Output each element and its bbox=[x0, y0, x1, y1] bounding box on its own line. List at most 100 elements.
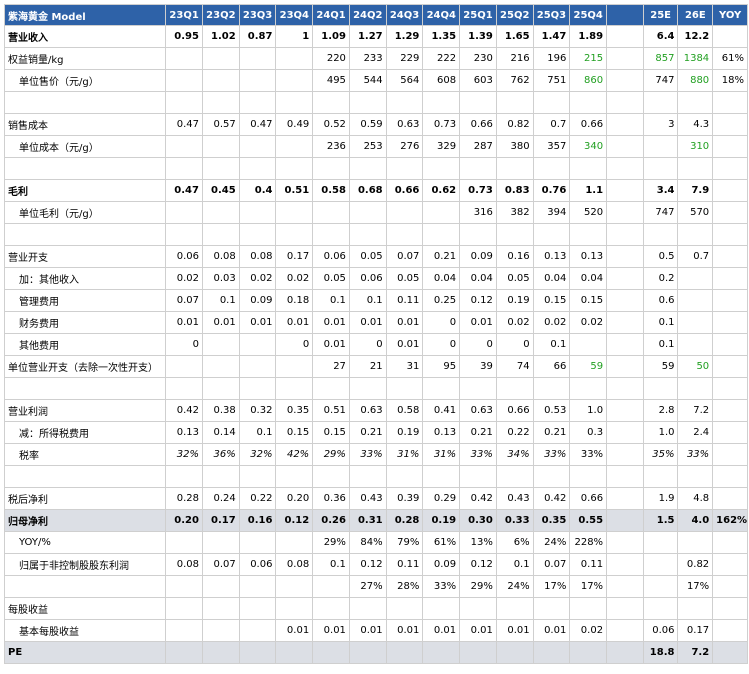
quarter-value-cell bbox=[201, 333, 240, 356]
quarter-value-cell bbox=[385, 201, 424, 224]
quarter-value-cell bbox=[275, 69, 314, 92]
period-header: 23Q3 bbox=[238, 4, 277, 26]
quarter-value-cell bbox=[348, 201, 387, 224]
quarter-value-cell: 0.08 bbox=[165, 553, 203, 576]
spacer-cell bbox=[606, 179, 644, 202]
yoy-cell bbox=[712, 355, 748, 378]
quarter-value-cell: 0.12 bbox=[275, 509, 314, 532]
quarter-value-cell: 1.89 bbox=[569, 25, 608, 48]
quarter-value-cell bbox=[238, 157, 277, 180]
quarter-value-cell bbox=[385, 157, 424, 180]
annual-value-cell: 880 bbox=[677, 69, 714, 92]
yoy-cell bbox=[712, 465, 748, 488]
quarter-value-cell: 0.06 bbox=[238, 553, 277, 576]
quarter-value-cell: 28% bbox=[385, 575, 424, 598]
quarter-value-cell: 0 bbox=[422, 333, 461, 356]
quarter-value-cell: 0.01 bbox=[275, 619, 314, 642]
spacer-cell bbox=[606, 25, 644, 48]
row-label bbox=[3, 575, 167, 598]
quarter-value-cell: 276 bbox=[385, 135, 424, 158]
table-row: 单位毛利（元/g） 316 382 394 520 747 570 bbox=[3, 201, 748, 224]
quarter-value-cell: 495 bbox=[312, 69, 350, 92]
annual-value-cell: 17% bbox=[677, 575, 714, 598]
yoy-cell: 61% bbox=[712, 47, 748, 70]
spacer-cell bbox=[606, 289, 644, 312]
quarter-value-cell: 0.01 bbox=[532, 619, 571, 642]
quarter-value-cell: 33% bbox=[532, 443, 571, 466]
quarter-value-cell: 0.24 bbox=[201, 487, 240, 510]
quarter-value-cell: 394 bbox=[532, 201, 571, 224]
quarter-value-cell bbox=[201, 47, 240, 70]
quarter-value-cell bbox=[312, 223, 350, 246]
quarter-value-cell: 0 bbox=[495, 333, 534, 356]
quarter-value-cell bbox=[165, 135, 203, 158]
period-header: 25Q2 bbox=[495, 4, 534, 26]
yoy-cell bbox=[712, 399, 748, 422]
period-header: 24Q2 bbox=[348, 4, 387, 26]
quarter-value-cell: 32% bbox=[165, 443, 203, 466]
quarter-value-cell bbox=[312, 157, 350, 180]
annual-value-cell bbox=[642, 91, 679, 114]
quarter-value-cell bbox=[495, 223, 534, 246]
quarter-value-cell: 0.19 bbox=[422, 509, 461, 532]
yoy-cell bbox=[712, 267, 748, 290]
quarter-value-cell: 0.4 bbox=[238, 179, 277, 202]
quarter-value-cell: 0.66 bbox=[459, 113, 497, 136]
quarter-value-cell bbox=[165, 619, 203, 642]
annual-header: 26E bbox=[677, 4, 714, 26]
annual-value-cell: 857 bbox=[642, 47, 679, 70]
header-row: 紫海黄金 Model 23Q1 23Q2 23Q3 23Q4 24Q1 24Q2… bbox=[3, 4, 748, 26]
quarter-value-cell bbox=[201, 597, 240, 620]
quarter-value-cell bbox=[165, 575, 203, 598]
quarter-value-cell: 29% bbox=[459, 575, 497, 598]
quarter-value-cell bbox=[495, 641, 534, 664]
annual-value-cell bbox=[677, 311, 714, 334]
quarter-value-cell bbox=[201, 223, 240, 246]
yoy-cell bbox=[712, 135, 748, 158]
quarter-value-cell bbox=[165, 47, 203, 70]
quarter-value-cell bbox=[459, 597, 497, 620]
spacer-cell bbox=[606, 47, 644, 70]
spacer-cell bbox=[606, 421, 644, 444]
quarter-value-cell bbox=[532, 377, 571, 400]
quarter-value-cell: 0.01 bbox=[275, 311, 314, 334]
quarter-value-cell: 0.63 bbox=[385, 113, 424, 136]
quarter-value-cell: 0.58 bbox=[312, 179, 350, 202]
yoy-cell bbox=[712, 311, 748, 334]
quarter-value-cell: 0.21 bbox=[459, 421, 497, 444]
row-label: 营业收入 bbox=[3, 25, 167, 48]
yoy-header: YOY bbox=[712, 4, 748, 26]
period-header: 25Q1 bbox=[459, 4, 497, 26]
quarter-value-cell: 61% bbox=[422, 531, 461, 554]
yoy-cell bbox=[712, 223, 748, 246]
quarter-value-cell: 287 bbox=[459, 135, 497, 158]
quarter-value-cell: 0.82 bbox=[495, 113, 534, 136]
quarter-value-cell bbox=[201, 157, 240, 180]
annual-value-cell: 0.1 bbox=[642, 311, 679, 334]
spacer-cell bbox=[606, 69, 644, 92]
quarter-value-cell: 0.66 bbox=[495, 399, 534, 422]
quarter-value-cell: 1.47 bbox=[532, 25, 571, 48]
quarter-value-cell: 0.28 bbox=[165, 487, 203, 510]
quarter-value-cell: 1.65 bbox=[495, 25, 534, 48]
quarter-value-cell: 1.09 bbox=[312, 25, 350, 48]
quarter-value-cell: 608 bbox=[422, 69, 461, 92]
quarter-value-cell: 0.07 bbox=[385, 245, 424, 268]
quarter-value-cell: 33% bbox=[348, 443, 387, 466]
quarter-value-cell: 0.01 bbox=[495, 619, 534, 642]
annual-value-cell: 0.17 bbox=[677, 619, 714, 642]
quarter-value-cell: 0.02 bbox=[238, 267, 277, 290]
quarter-value-cell: 0.04 bbox=[569, 267, 608, 290]
quarter-value-cell bbox=[459, 157, 497, 180]
quarter-value-cell bbox=[238, 47, 277, 70]
quarter-value-cell bbox=[275, 641, 314, 664]
quarter-value-cell: 0.03 bbox=[201, 267, 240, 290]
spacer-cell bbox=[606, 267, 644, 290]
quarter-value-cell bbox=[238, 531, 277, 554]
quarter-value-cell: 0.01 bbox=[165, 311, 203, 334]
quarter-value-cell bbox=[532, 223, 571, 246]
quarter-value-cell: 0.66 bbox=[569, 113, 608, 136]
row-label: 其他费用 bbox=[3, 333, 167, 356]
quarter-value-cell: 1.29 bbox=[385, 25, 424, 48]
row-label bbox=[3, 223, 167, 246]
